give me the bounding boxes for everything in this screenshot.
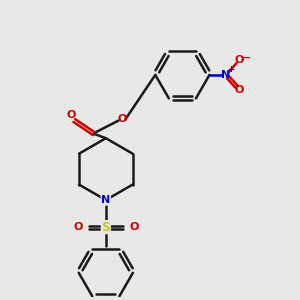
Text: O: O: [129, 222, 139, 232]
Text: O: O: [234, 85, 244, 95]
Text: O: O: [234, 55, 244, 64]
Text: S: S: [101, 220, 110, 234]
Text: −: −: [242, 53, 251, 63]
Text: +: +: [227, 65, 234, 74]
Text: O: O: [67, 110, 76, 120]
Text: N: N: [221, 70, 230, 80]
Text: O: O: [73, 222, 83, 232]
Text: N: N: [101, 195, 110, 205]
Text: O: O: [117, 114, 127, 124]
